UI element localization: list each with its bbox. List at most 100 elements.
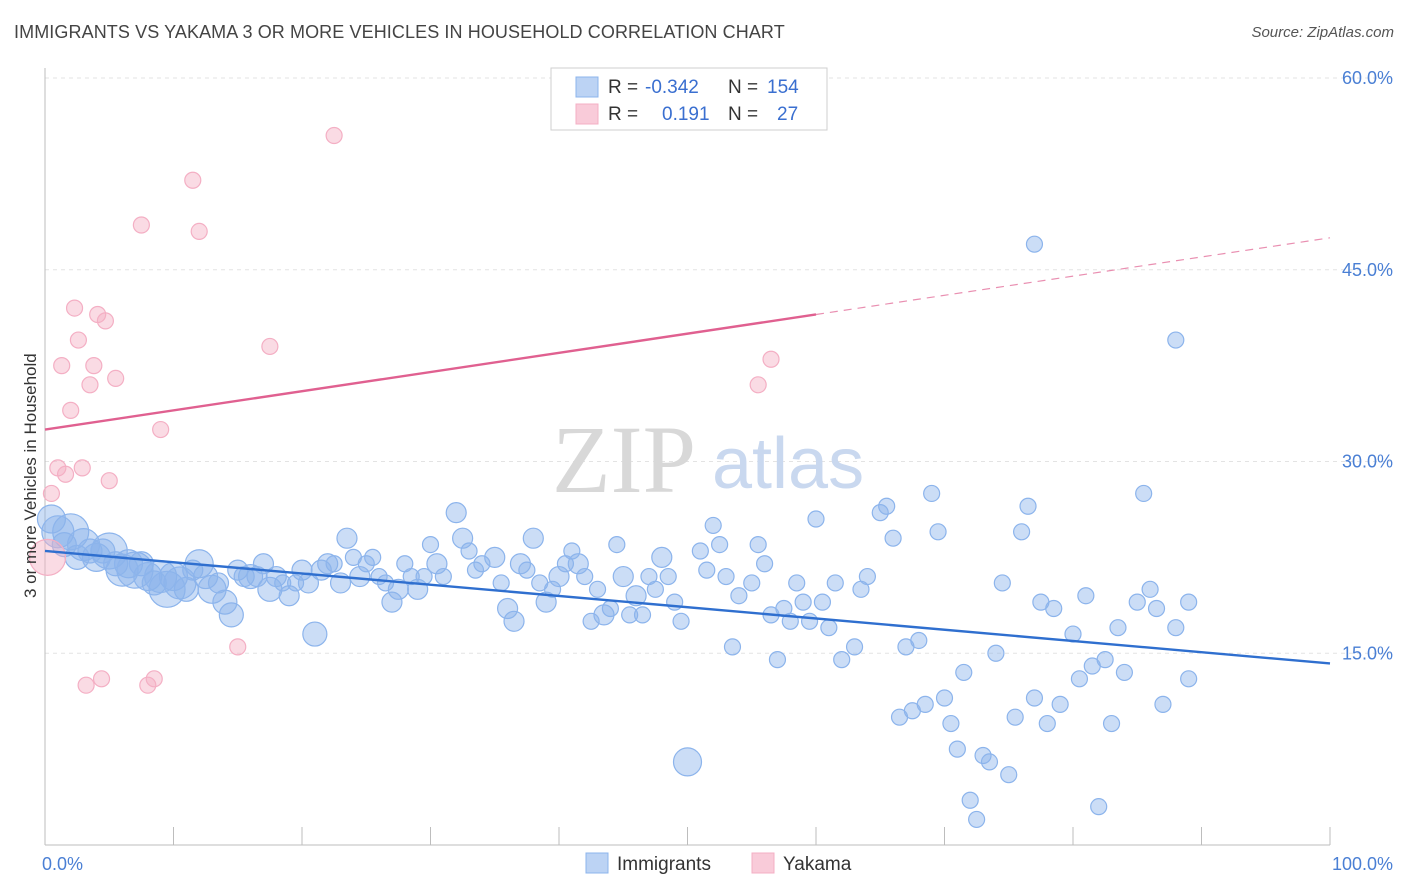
immigrants-point-147 xyxy=(1025,689,1044,707)
immigrants-point-120 xyxy=(845,638,864,656)
immigrants-point-102 xyxy=(717,567,735,586)
immigrants-point-103 xyxy=(723,638,742,656)
immigrants-point-113 xyxy=(794,593,812,611)
immigrants-point-29 xyxy=(227,559,249,581)
watermark-atlas: atlas xyxy=(712,424,864,504)
immigrants-point-88 xyxy=(621,606,639,624)
immigrants-point-41 xyxy=(302,621,328,647)
immigrants-point-142 xyxy=(993,574,1011,592)
yakama-point-11 xyxy=(85,357,103,375)
immigrants-point-154 xyxy=(1077,587,1095,605)
immigrants-point-98 xyxy=(691,542,709,560)
yakama-point-16 xyxy=(107,369,125,388)
immigrants-point-84 xyxy=(593,604,615,626)
yakama-point-20 xyxy=(152,420,170,439)
immigrants-point-161 xyxy=(1128,593,1146,611)
immigrants-point-158 xyxy=(1102,714,1121,733)
immigrants-point-94 xyxy=(659,567,677,586)
yakama-point-23 xyxy=(229,638,247,656)
yakama-point-4 xyxy=(56,465,75,483)
immigrants-point-3 xyxy=(52,513,90,551)
immigrants-point-6 xyxy=(77,538,103,564)
immigrants-point-27 xyxy=(212,589,238,615)
watermark-zip: ZIP xyxy=(552,406,696,513)
immigrants-point-135 xyxy=(948,740,966,758)
immigrants-point-143 xyxy=(1000,766,1018,784)
trend-lines xyxy=(44,237,1331,665)
yakama-point-9 xyxy=(77,676,95,694)
legend-n-value-2: 27 xyxy=(777,104,798,125)
immigrants-point-107 xyxy=(755,555,774,573)
immigrants-point-130 xyxy=(916,695,934,713)
immigrants-point-50 xyxy=(364,548,382,566)
immigrants-point-73 xyxy=(522,527,544,549)
immigrants-point-92 xyxy=(646,580,664,598)
legend-r-value-1: -0.342 xyxy=(645,77,699,98)
immigrants-point-85 xyxy=(601,599,620,618)
immigrants-point-66 xyxy=(473,555,491,573)
legend-r-label-2: R = xyxy=(608,104,638,125)
immigrants-point-61 xyxy=(434,567,452,586)
immigrants-point-168 xyxy=(1025,235,1044,253)
immigrants-point-146 xyxy=(1019,497,1037,515)
y-tick-label-2: 45.0% xyxy=(1342,260,1393,280)
series-name-immigrants: Immigrants xyxy=(617,854,711,875)
immigrants-point-87 xyxy=(612,565,634,588)
immigrants-point-137 xyxy=(961,791,979,809)
yakama-point-26 xyxy=(749,376,767,394)
immigrants-point-163 xyxy=(1141,580,1159,598)
immigrants-point-151 xyxy=(1051,695,1069,713)
immigrants-point-89 xyxy=(625,585,647,607)
immigrants-point-64 xyxy=(460,542,478,560)
immigrants-point-76 xyxy=(543,580,562,598)
immigrants-point-162 xyxy=(1135,484,1153,503)
immigrants-point-15 xyxy=(133,561,163,592)
x-tick-label-1: 100.0% xyxy=(1332,854,1393,874)
legend-n-label-2: N = xyxy=(728,104,758,125)
immigrants-point-101 xyxy=(711,535,729,554)
immigrants-point-131 xyxy=(923,484,941,503)
y-tick-label-0: 15.0% xyxy=(1342,643,1393,663)
immigrants-point-71 xyxy=(509,553,532,575)
immigrants-point-62 xyxy=(445,502,467,524)
series-swatch-immigrants xyxy=(585,852,609,874)
immigrants-point-144 xyxy=(1006,708,1024,726)
stats-legend: R = -0.342 N = 154 R = 0.191 N = 27 xyxy=(550,67,828,131)
yakama-point-19 xyxy=(145,670,163,688)
immigrants-point-139 xyxy=(974,746,992,765)
immigrants-point-100 xyxy=(704,516,722,535)
immigrants-point-136 xyxy=(955,663,973,682)
immigrants-point-164 xyxy=(1147,599,1166,618)
immigrants-point-119 xyxy=(833,651,851,669)
immigrants-point-122 xyxy=(858,567,877,586)
immigrants-point-115 xyxy=(807,510,825,528)
immigrants-point-157 xyxy=(1096,651,1114,669)
yakama-point-1 xyxy=(42,484,61,503)
immigrants-point-39 xyxy=(291,559,313,581)
immigrants-point-67 xyxy=(484,546,506,568)
legend-swatch-yakama xyxy=(575,103,599,125)
source-note: Source: ZipAtlas.com xyxy=(1251,24,1394,41)
immigrants-point-72 xyxy=(518,561,536,579)
yakama-point-8 xyxy=(73,459,91,477)
immigrants-point-169 xyxy=(1167,331,1185,349)
yakama-point-24 xyxy=(261,337,279,356)
immigrants-point-134 xyxy=(942,714,960,733)
yakama-trend-extension xyxy=(815,237,1331,316)
immigrants-point-93 xyxy=(651,546,673,568)
immigrants-point-170 xyxy=(1180,593,1198,611)
immigrants-point-90 xyxy=(633,606,652,624)
legend-swatch-immigrants xyxy=(575,76,599,98)
yakama-point-22 xyxy=(190,222,208,240)
watermark: ZIP atlas xyxy=(552,406,864,513)
immigrants-point-83 xyxy=(588,580,607,598)
immigrants-point-112 xyxy=(788,574,806,592)
immigrants-point-156 xyxy=(1090,798,1108,816)
axes xyxy=(44,68,1331,846)
immigrants-point-117 xyxy=(820,619,838,637)
immigrants-point-28 xyxy=(218,602,244,628)
immigrants-point-167 xyxy=(1180,670,1198,688)
yakama-point-0 xyxy=(28,538,67,576)
immigrants-point-81 xyxy=(576,567,594,586)
yakama-point-13 xyxy=(92,670,111,688)
